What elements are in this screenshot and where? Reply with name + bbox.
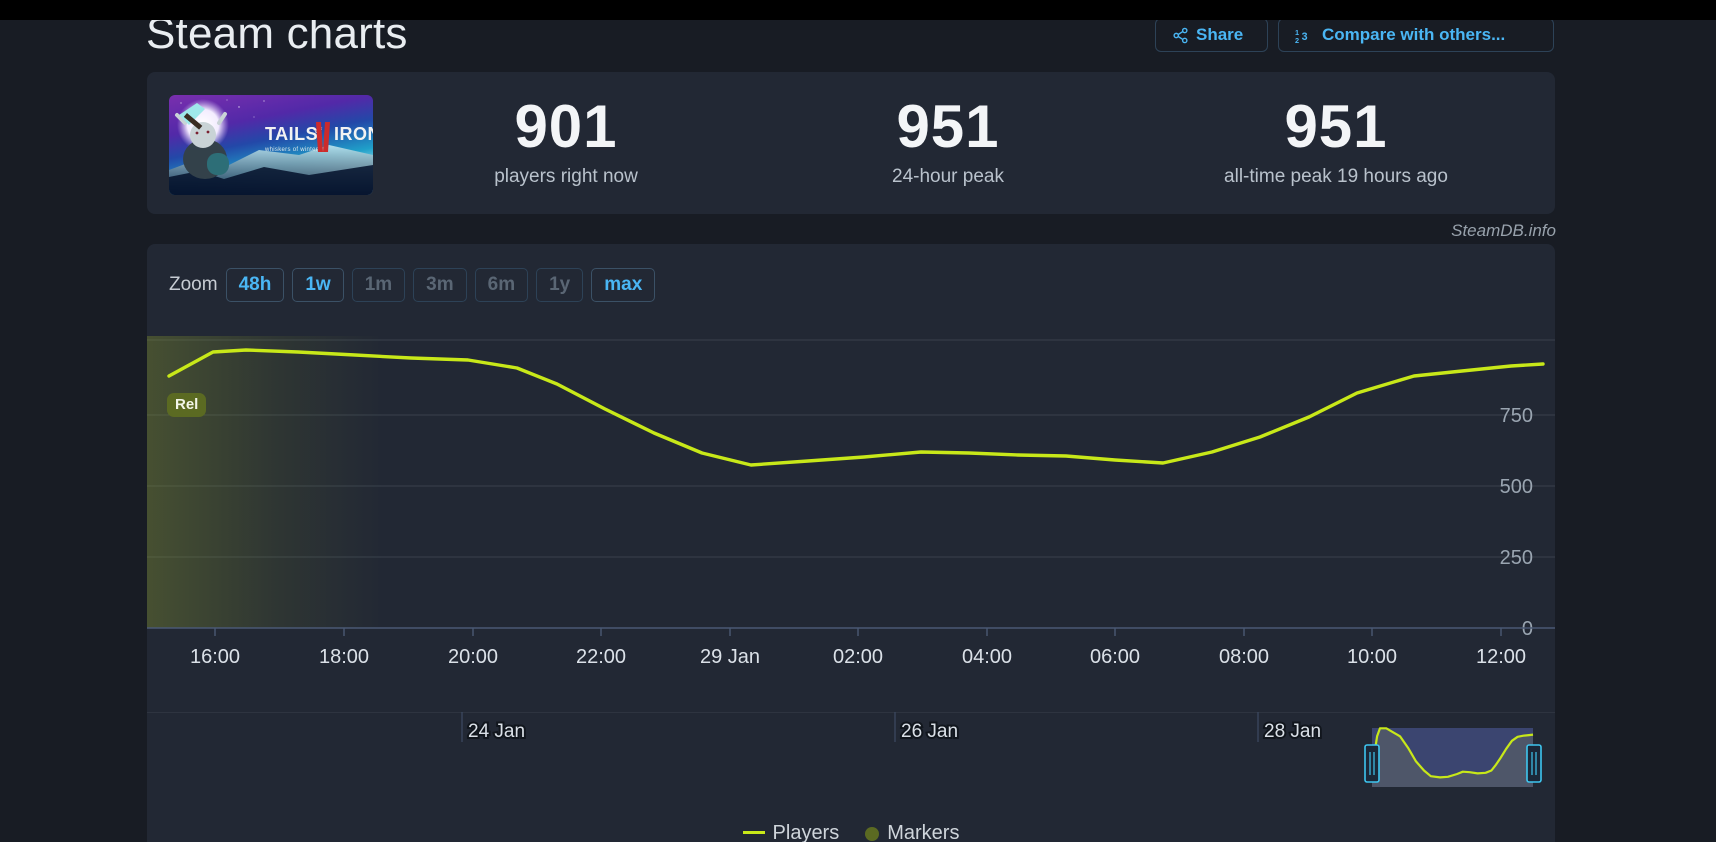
svg-text:06:00: 06:00 <box>1090 646 1140 668</box>
svg-text:250: 250 <box>1500 547 1533 569</box>
svg-text:26 Jan: 26 Jan <box>901 721 958 742</box>
svg-text:0: 0 <box>1522 618 1533 640</box>
svg-text:18:00: 18:00 <box>319 646 369 668</box>
svg-text:2: 2 <box>1295 35 1299 43</box>
svg-text:12:00: 12:00 <box>1476 646 1526 668</box>
svg-text:whiskers of winter: whiskers of winter <box>264 147 318 153</box>
svg-text:16:00: 16:00 <box>190 646 240 668</box>
svg-text:24 Jan: 24 Jan <box>468 721 525 742</box>
svg-text:08:00: 08:00 <box>1219 646 1269 668</box>
svg-text:29 Jan: 29 Jan <box>700 646 760 668</box>
svg-text:3: 3 <box>1302 31 1308 43</box>
svg-text:04:00: 04:00 <box>962 646 1012 668</box>
svg-text:500: 500 <box>1500 476 1533 498</box>
svg-text:22:00: 22:00 <box>576 646 626 668</box>
svg-text:20:00: 20:00 <box>448 646 498 668</box>
svg-text:28 Jan: 28 Jan <box>1264 721 1321 742</box>
svg-text:750: 750 <box>1500 405 1533 427</box>
svg-text:IRON: IRON <box>334 124 373 144</box>
svg-text:02:00: 02:00 <box>833 646 883 668</box>
svg-text:TAILS: TAILS <box>265 124 318 144</box>
svg-text:10:00: 10:00 <box>1347 646 1397 668</box>
